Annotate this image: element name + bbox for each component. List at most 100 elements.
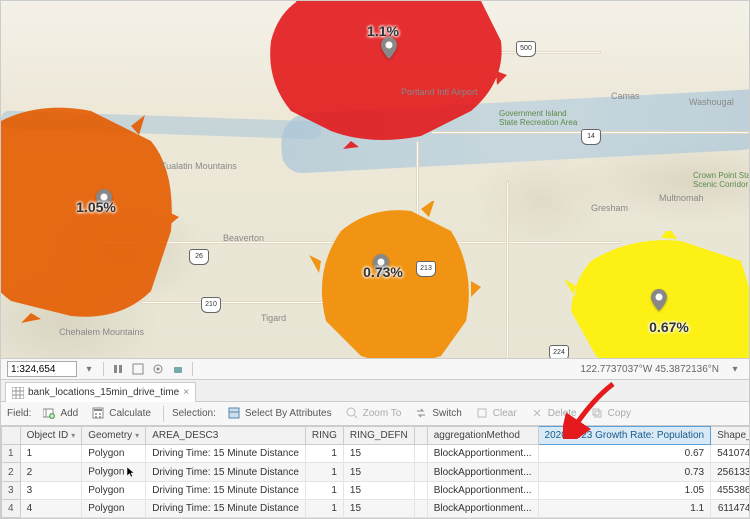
calculate-button[interactable]: Calculate [88,405,155,423]
city-label: Washougal [689,97,734,107]
table-cell[interactable]: 2 [20,463,82,482]
table-cell[interactable]: Driving Time: 15 Minute Distance [146,463,306,482]
highway-shield: 213 [416,261,436,277]
table-cell[interactable]: BlockApportionment... [427,445,538,463]
select-by-attributes-button[interactable]: Select By Attributes [224,405,336,423]
delete-icon [531,407,545,421]
table-cell[interactable]: 15 [343,463,414,482]
map-canvas[interactable]: 1.1%1.05%0.73%0.67%Portland Intl Airport… [1,1,749,358]
column-header[interactable]: Shape_Length [711,427,749,445]
column-header-gap [414,427,427,445]
table-cell[interactable]: 611474.544878 [711,500,749,518]
highway-shield: 210 [201,297,221,313]
table-cell[interactable]: 15 [343,500,414,518]
scale-dropdown-icon[interactable]: ▾ [81,361,97,377]
highway-shield: 26 [189,249,209,265]
delete-button: Delete [527,405,581,423]
add-icon [43,407,57,421]
column-header[interactable]: RING [305,427,343,445]
clear-icon [476,407,490,421]
highway-shield: 14 [581,129,601,145]
highway-shield: 224 [549,345,569,358]
table-cell[interactable]: 1 [305,500,343,518]
map-pin[interactable] [381,37,397,59]
city-label: Beaverton [223,233,264,243]
table-cell[interactable]: Driving Time: 15 Minute Distance [146,482,306,500]
column-header-rownum[interactable] [2,427,21,445]
switch-icon [415,407,429,421]
status-bar: ▾ 122.7737037°W 45.3872136°N ▾ [1,358,749,380]
zoom-icon [346,407,360,421]
table-cell[interactable]: BlockApportionment... [427,482,538,500]
select-attributes-icon [228,407,242,421]
table-cell[interactable]: 1 [305,482,343,500]
table-cell[interactable]: 0.73 [538,463,711,482]
table-cell[interactable]: 256133.222926 [711,463,749,482]
pct-label: 1.1% [367,23,399,39]
table-cell[interactable]: 455386.920135 [711,482,749,500]
table-cell[interactable]: Driving Time: 15 Minute Distance [146,500,306,518]
tab-label: bank_locations_15min_drive_time [28,387,179,398]
column-header[interactable]: 2020-2023 Growth Rate: Population [538,427,711,445]
city-label: Gresham [591,203,628,213]
table-cell[interactable]: 15 [343,445,414,463]
city-label: Tualatin Mountains [161,161,237,171]
pause-icon[interactable] [110,361,126,377]
grid-icon[interactable] [170,361,186,377]
close-icon[interactable]: × [183,387,189,398]
table-cell[interactable]: 1 [20,445,82,463]
city-label: Camas [611,91,640,101]
scale-input[interactable] [7,361,77,377]
copy-button: Copy [587,405,635,423]
attribute-table[interactable]: Object ID▾Geometry▾AREA_DESC3RINGRING_DE… [1,426,749,518]
table-cell [414,463,427,482]
column-header[interactable]: RING_DEFN [343,427,414,445]
table-row[interactable]: 11PolygonDriving Time: 15 Minute Distanc… [2,445,750,463]
selection-label: Selection: [172,408,216,419]
add-field-button[interactable]: Add [39,405,82,423]
column-header[interactable]: AREA_DESC3 [146,427,306,445]
table-cell[interactable]: 15 [343,482,414,500]
table-cell[interactable]: BlockApportionment... [427,500,538,518]
pct-label: 0.67% [649,319,689,335]
table-cell[interactable]: Polygon [82,500,146,518]
park-label: Crown Point State Scenic Corridor [693,171,749,189]
table-cell[interactable]: Driving Time: 15 Minute Distance [146,445,306,463]
column-header[interactable]: aggregationMethod [427,427,538,445]
table-cell[interactable]: 1 [305,463,343,482]
field-label: Field: [7,408,31,419]
table-row[interactable]: 44PolygonDriving Time: 15 Minute Distanc… [2,500,750,518]
clear-button: Clear [472,405,521,423]
column-header[interactable]: Geometry▾ [82,427,146,445]
table-cell[interactable]: Polygon [82,482,146,500]
table-cell [414,500,427,518]
city-label: Chehalem Mountains [59,327,144,337]
table-cell[interactable]: 541074.174654 [711,445,749,463]
table-cell[interactable]: 1.05 [538,482,711,500]
table-tabbar: bank_locations_15min_drive_time × [1,380,749,402]
table-row[interactable]: 22PolygonDriving Time: 15 Minute Distanc… [2,463,750,482]
table-cell[interactable]: 1 [305,445,343,463]
coords-dropdown-icon[interactable]: ▾ [727,361,743,377]
map-pin[interactable] [651,289,667,311]
table-cell [414,445,427,463]
table-cell[interactable]: 1.1 [538,500,711,518]
city-label: Portland Intl Airport [401,87,478,97]
city-label: Tigard [261,313,286,323]
column-header[interactable]: Object ID▾ [20,427,82,445]
switch-button[interactable]: Switch [411,405,465,423]
highway-shield: 500 [516,41,536,57]
snap-icon[interactable] [150,361,166,377]
table-row[interactable]: 33PolygonDriving Time: 15 Minute Distanc… [2,482,750,500]
cursor-icon [124,467,136,478]
table-cell[interactable]: BlockApportionment... [427,463,538,482]
table-cell[interactable]: Polygon [82,445,146,463]
table-cell[interactable]: 0.67 [538,445,711,463]
table-cell[interactable]: Polygon [82,463,146,482]
extent-icon[interactable] [130,361,146,377]
table-cell[interactable]: 3 [20,482,82,500]
copy-icon [591,407,605,421]
coordinates-readout: 122.7737037°W 45.3872136°N [580,364,723,375]
table-cell[interactable]: 4 [20,500,82,518]
table-tab[interactable]: bank_locations_15min_drive_time × [5,382,196,402]
